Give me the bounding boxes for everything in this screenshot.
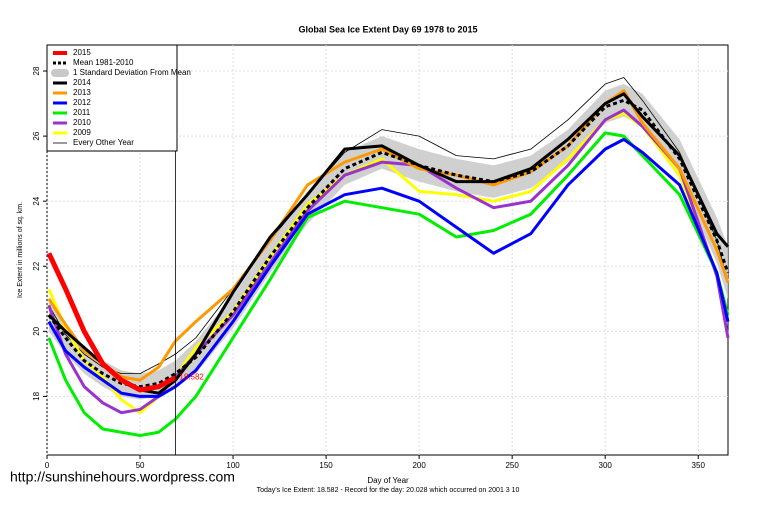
watermark: http://sunshinehours.wordpress.com — [10, 469, 235, 485]
y-tick-label: 20 — [32, 326, 41, 335]
y-axis-label: Ice Extent in millions of sq. km. — [17, 202, 24, 298]
legend-label: 2010 — [73, 118, 91, 127]
legend-label: 2012 — [73, 98, 91, 107]
x-tick-label: 150 — [319, 461, 333, 470]
y-tick-label: 28 — [32, 66, 41, 75]
legend-label: Mean 1981-2010 — [73, 58, 134, 67]
x-tick-label: 100 — [226, 461, 240, 470]
legend-box — [46, 44, 178, 152]
y-tick-label: 26 — [32, 131, 41, 140]
x-tick-label: 350 — [692, 461, 706, 470]
footnote: Today's Ice Extent: 18.582 - Record for … — [257, 487, 520, 494]
chart-title: Global Sea Ice Extent Day 69 1978 to 201… — [298, 24, 477, 34]
series-line — [47, 108, 730, 415]
x-tick-label: 0 — [45, 461, 50, 470]
y-tick-label: 18 — [32, 391, 41, 400]
x-tick-label: 250 — [505, 461, 519, 470]
legend-label: 2009 — [73, 128, 91, 137]
series-line — [47, 98, 730, 389]
y-tick-label: 22 — [32, 261, 41, 270]
x-tick-label: 200 — [412, 461, 426, 470]
series-line — [48, 77, 729, 375]
legend-label: 2015 — [73, 48, 91, 57]
series-line — [47, 131, 730, 437]
legend-label: 1 Standard Deviation From Mean — [73, 68, 191, 77]
y-tick-label: 24 — [32, 196, 41, 205]
series-line — [47, 137, 730, 398]
series-line — [46, 252, 177, 393]
legend-label: 2014 — [73, 78, 91, 87]
x-tick-label: 50 — [136, 461, 145, 470]
x-axis-label: Day of Year — [367, 476, 409, 485]
std-band — [48, 84, 728, 400]
legend-label: 2011 — [73, 108, 91, 117]
legend-label: 2013 — [73, 88, 91, 97]
x-tick-label: 300 — [599, 461, 613, 470]
legend-label: Every Other Year — [73, 138, 134, 147]
legend-swatch — [51, 69, 69, 77]
value-label: 18.582 — [179, 373, 204, 382]
